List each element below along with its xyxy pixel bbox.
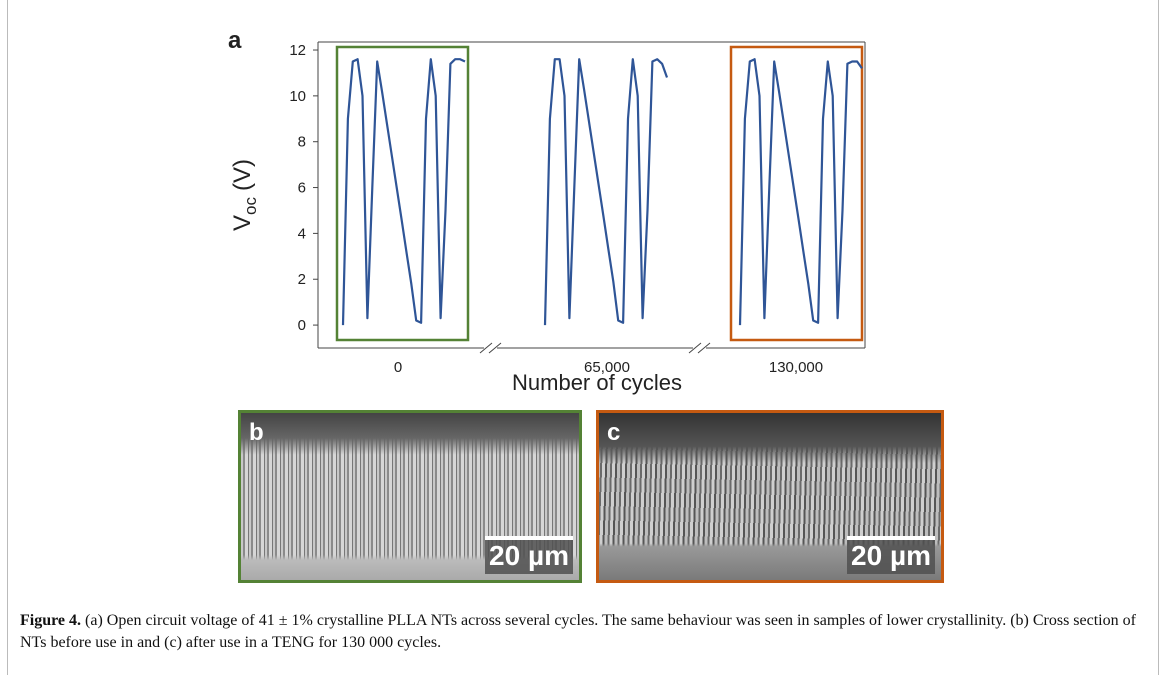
chart: a Voc (V) Number of cycles 0 2 4 6 8 10 12 0 65,0… <box>228 27 866 395</box>
sem-image: c 20 µm <box>596 410 944 583</box>
highlight-box <box>335 45 470 342</box>
caption-label: Figure 4. <box>20 612 82 629</box>
y-tick-label: 0 <box>298 317 306 334</box>
axis-break <box>697 342 711 354</box>
scale-bar: 20 µm <box>485 536 573 574</box>
figure-caption: Figure 4. (a) Open circuit voltage of 41… <box>20 610 1140 654</box>
x-axis-label: Number of cycles <box>512 370 682 395</box>
data-line <box>738 58 863 326</box>
y-tick-label: 6 <box>298 180 306 197</box>
y-tick-label: 8 <box>298 134 306 151</box>
scale-bar: 20 µm <box>847 536 935 574</box>
y-tick-label: 4 <box>298 225 306 242</box>
sem-image: b 20 µm <box>238 410 582 583</box>
x-tick-label: 130,000 <box>769 359 823 376</box>
page-frame <box>7 0 1159 675</box>
y-tick-label: 2 <box>298 271 306 288</box>
axis-break <box>688 342 702 354</box>
panel-label: b <box>249 419 264 446</box>
y-label-unit: (V) <box>229 159 256 191</box>
highlight-box <box>729 45 864 342</box>
panel-label: c <box>607 419 621 446</box>
y-axis-label: Voc (V) <box>229 159 260 231</box>
panel-label: a <box>228 27 242 54</box>
data-line <box>543 58 669 326</box>
axis-break <box>479 342 493 354</box>
caption-text: (a) Open circuit voltage of 41 ± 1% crys… <box>20 612 1136 651</box>
y-tick-label: 12 <box>289 42 306 59</box>
axis-break <box>488 342 502 354</box>
data-line <box>341 58 466 326</box>
y-tick-label: 10 <box>289 88 306 105</box>
y-label-main: V <box>229 215 256 231</box>
x-tick-label: 0 <box>394 359 402 376</box>
x-tick-label: 65,000 <box>584 359 630 376</box>
y-label-sub: oc <box>241 197 260 215</box>
